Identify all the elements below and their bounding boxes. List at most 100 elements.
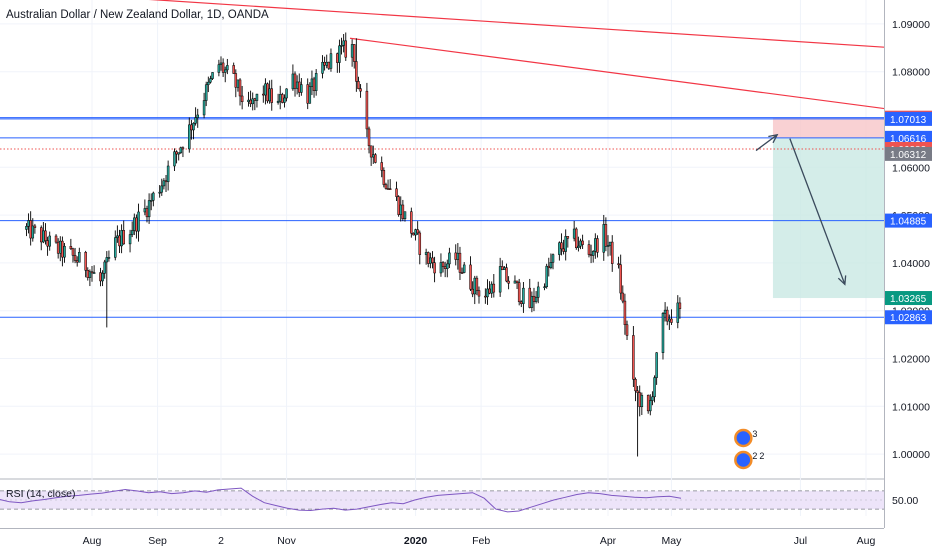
candle-body [610,241,614,264]
price-tag [885,146,932,161]
candle-body [340,45,343,47]
candle-body [462,264,466,273]
candle-body [566,236,570,239]
projection-arrow-2 [789,138,846,285]
rsi-lines [0,487,884,513]
candle-body [101,273,104,282]
candle-body [649,400,652,412]
candle-body [166,165,170,183]
candle-body [367,128,371,147]
candle-body [209,78,212,83]
candle-body [291,73,295,90]
time-tick-label: 2 [218,535,224,547]
candle-body [105,257,109,263]
candle-body [501,266,504,270]
candle-body [668,318,671,322]
candle-body [270,88,274,103]
time-tick-label: Feb [472,535,490,547]
candle-body [69,246,73,250]
candle-body [211,72,214,79]
candle-body [264,83,267,96]
candle-body [118,235,121,247]
candle-body [336,53,339,63]
candle-body [149,200,153,202]
candle-body [486,288,489,298]
event-count: 3 [752,429,757,439]
horizontal-levels[interactable] [0,117,884,318]
candle-body [133,217,136,231]
candle-body [145,208,149,218]
candle-body [357,81,360,89]
candle-body [147,200,151,218]
candle-body [188,124,191,150]
candle-body [344,40,348,58]
candle-body [414,229,417,236]
arrow-head-2 [837,275,847,286]
rsi-background [0,478,932,550]
candle-body [665,309,669,322]
candle-body [380,162,383,171]
candle-body [469,264,472,290]
candle-body [152,192,155,201]
candle-body [190,124,193,131]
candle-body [429,257,432,264]
candle-body [262,93,265,96]
candle-body [399,204,403,215]
candle-body [88,271,92,278]
candle-body [517,282,521,303]
candle-body [386,188,390,190]
event-markers[interactable]: 3 2 2 [734,428,764,470]
candle-body [395,188,398,197]
candle-body [173,151,176,167]
candle-body [636,390,639,393]
candle-body [661,313,665,353]
candle-body [306,84,309,104]
candle-body [558,242,561,255]
candle-body [59,240,62,254]
candle-body [338,45,341,63]
candle-body [439,262,443,274]
candle-body [120,230,123,247]
time-tick-label: May [662,535,683,547]
candle-body [477,290,481,297]
time-tick-label: Sep [148,535,167,547]
candle-body [549,262,553,268]
candle-body [458,252,462,273]
candle-body [646,394,650,412]
price-tag [885,310,932,325]
candle-body [617,263,620,266]
candle-body [634,379,637,392]
candle-body [204,84,208,101]
candle-body [236,79,240,88]
candle-body [219,62,223,65]
candle-body [107,257,111,259]
price-tag-label: 1.06616 [890,134,927,145]
candle-body [424,252,428,255]
candle-body [365,90,369,130]
trendlines[interactable] [0,0,932,120]
price-tag-label: 1.04885 [890,217,927,228]
candle-body [619,264,622,294]
candle-body [596,238,599,253]
candle-body [278,94,282,102]
candle-body [300,84,303,93]
candle-body [532,295,536,302]
candle-body [543,286,546,289]
candle-body [602,224,606,253]
candle-body [25,226,28,230]
projection-arrows[interactable] [755,133,847,286]
candle-body [177,152,180,155]
candle-body [75,260,79,263]
candle-body [551,254,555,263]
candle-body [266,83,269,102]
candle-body [655,352,658,378]
candle-body [638,392,641,408]
candle-body [92,272,96,274]
candle-body [484,295,487,298]
chart-title: Australian Dollar / New Zealand Dollar, … [6,9,269,21]
candle-body [632,335,635,380]
candle-body [374,154,377,163]
candle-body [359,88,362,92]
